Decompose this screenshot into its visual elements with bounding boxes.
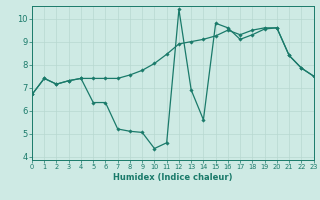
X-axis label: Humidex (Indice chaleur): Humidex (Indice chaleur) xyxy=(113,173,233,182)
